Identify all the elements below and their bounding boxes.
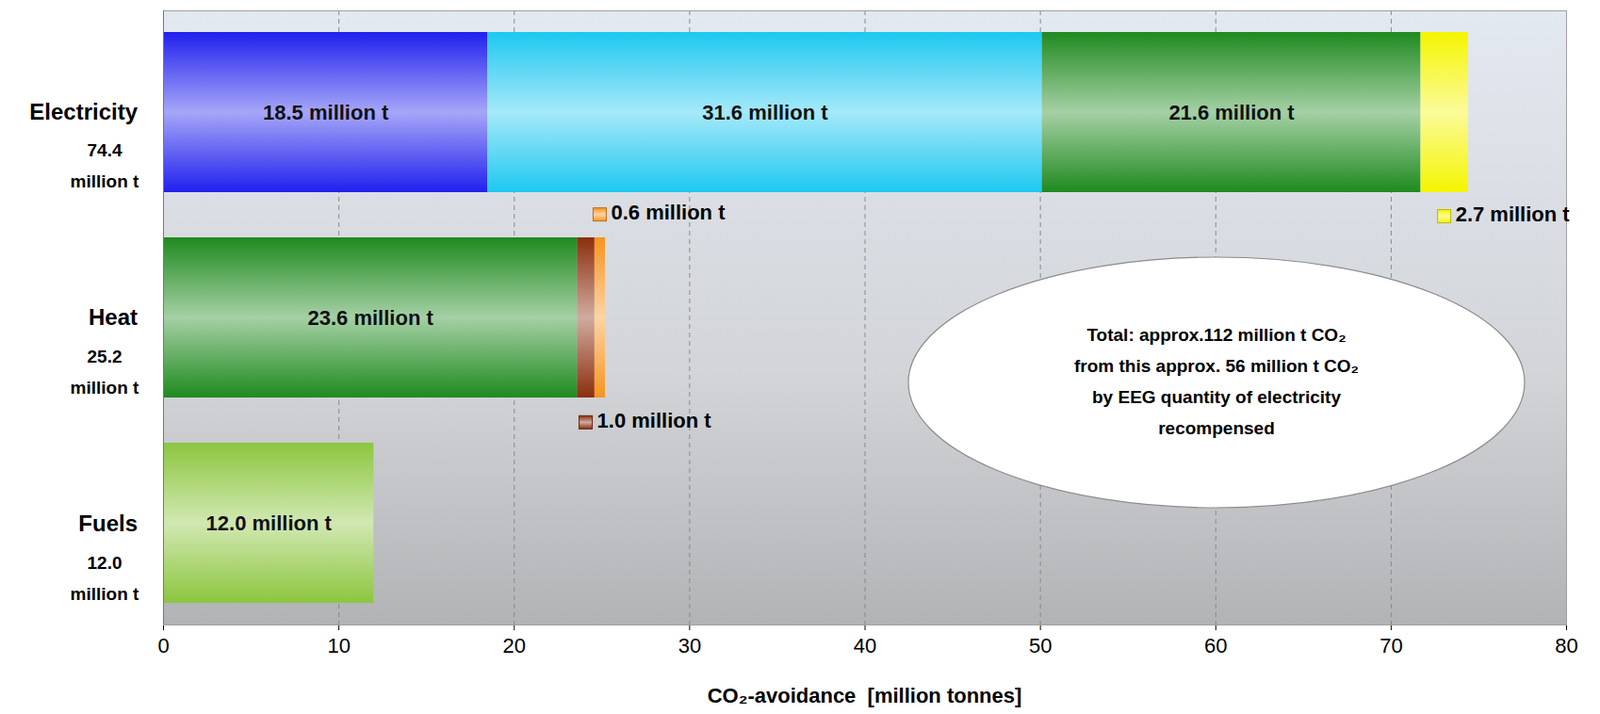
svg-text:80: 80: [1554, 634, 1578, 658]
svg-text:Total: approx.112 million t CO: Total: approx.112 million t CO₂: [1086, 325, 1346, 345]
svg-text:21.6 million t: 21.6 million t: [1168, 100, 1295, 125]
svg-text:CO₂-avoidance [million tonnes: CO₂-avoidance [million tonnes]: [707, 684, 1023, 708]
svg-text:Fuels: Fuels: [78, 510, 138, 537]
svg-text:by EEG quantity of electricity: by EEG quantity of electricity: [1092, 387, 1341, 408]
svg-text:1.0 million t: 1.0 million t: [597, 408, 713, 433]
svg-text:18.5 million t: 18.5 million t: [262, 100, 390, 125]
svg-text:Electricity: Electricity: [29, 98, 138, 125]
svg-text:from this approx. 56 million t: from this approx. 56 million t CO₂: [1074, 356, 1359, 376]
svg-text:60: 60: [1204, 634, 1227, 658]
svg-text:recompensed: recompensed: [1158, 418, 1275, 439]
svg-text:2.7 million t: 2.7 million t: [1455, 202, 1571, 227]
svg-text:30: 30: [678, 634, 702, 658]
svg-text:12.0 million t: 12.0 million t: [206, 511, 333, 536]
svg-text:25.2: 25.2: [87, 346, 123, 367]
svg-text:million t: million t: [70, 377, 141, 398]
svg-text:0: 0: [157, 634, 169, 658]
svg-text:20: 20: [503, 634, 526, 658]
svg-text:40: 40: [853, 634, 877, 658]
svg-text:31.6 million t: 31.6 million t: [702, 100, 829, 125]
svg-text:million t: million t: [70, 171, 141, 192]
svg-text:70: 70: [1379, 634, 1403, 658]
svg-text:10: 10: [326, 634, 350, 658]
svg-text:50: 50: [1028, 634, 1052, 658]
svg-text:million t: million t: [70, 584, 141, 605]
svg-text:0.6 million t: 0.6 million t: [610, 200, 726, 225]
svg-text:23.6 million t: 23.6 million t: [307, 306, 434, 330]
svg-text:12.0: 12.0: [87, 553, 123, 573]
svg-text:74.4: 74.4: [87, 140, 123, 161]
svg-text:Heat: Heat: [88, 304, 138, 330]
